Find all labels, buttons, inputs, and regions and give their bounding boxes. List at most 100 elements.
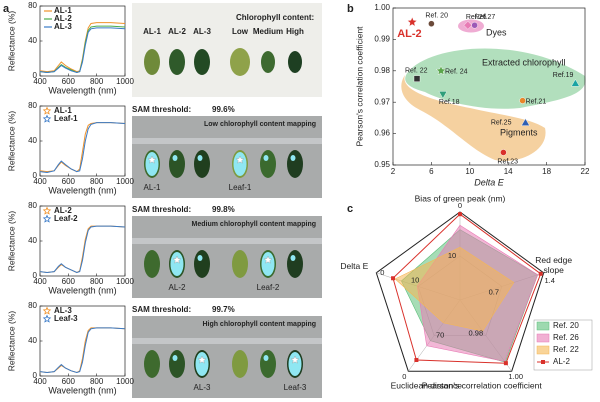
photo-label: Leaf-2 <box>257 283 280 292</box>
photo-label: AL-3 <box>193 27 211 36</box>
star-marker <box>235 155 245 164</box>
series-area <box>394 246 515 332</box>
photo-title: Low chlorophyll content mapping <box>204 121 316 128</box>
y-tick-label: 0.97 <box>374 97 390 106</box>
threshold: SAM threshold: <box>132 205 191 214</box>
x-tick-label: 1000 <box>116 377 134 386</box>
patch <box>290 255 296 261</box>
point <box>521 118 530 126</box>
leaf <box>194 49 210 75</box>
x-axis-label: Delta E <box>474 177 505 187</box>
axis-tick-label: 0 <box>458 201 462 210</box>
series-line <box>39 327 126 374</box>
leaf <box>261 252 275 276</box>
axis-tick-label: 0.98 <box>469 329 484 338</box>
legend-marker <box>42 214 52 223</box>
region-label: Pigments <box>500 127 538 137</box>
series-line <box>39 25 126 74</box>
leaf <box>288 51 302 73</box>
plot-frame <box>392 7 586 166</box>
patch <box>172 155 178 161</box>
photo <box>132 3 322 97</box>
grid-polygon <box>375 211 545 372</box>
series-line <box>39 22 126 73</box>
legend-marker <box>42 314 52 323</box>
leaf <box>261 51 275 73</box>
legend-marker <box>541 360 545 364</box>
x-axis-label: Wavelength (nm) <box>48 185 116 195</box>
leaf <box>195 352 209 376</box>
point-label: Ref. 20 <box>425 13 448 20</box>
x-tick-label: 800 <box>90 277 104 286</box>
plot-frame <box>39 5 126 77</box>
leaf <box>144 350 160 378</box>
axis-tick-label: 10 <box>448 251 456 260</box>
point-label: Ref.27 <box>475 14 496 21</box>
leaf <box>170 252 184 276</box>
patch <box>263 155 269 161</box>
photo-title: High chlorophyll content mapping <box>202 321 316 328</box>
leaf <box>169 49 185 75</box>
x-tick-label: 400 <box>33 77 47 86</box>
plot-frame <box>39 305 126 377</box>
threshold-value: 99.7% <box>212 305 235 314</box>
legend-label: Leaf-2 <box>54 214 78 223</box>
legend-label: AL-1 <box>54 106 72 115</box>
legend-marker <box>42 306 52 315</box>
point <box>428 20 435 27</box>
y-tick-label: 0.98 <box>374 66 390 75</box>
photo-label: Low <box>232 27 249 36</box>
y-axis-label: Reflectance (%) <box>6 311 16 372</box>
x-tick-label: 2 <box>391 167 396 176</box>
axis-tick-label: 1.4 <box>544 276 554 285</box>
x-tick-label: 800 <box>90 377 104 386</box>
star-marker <box>263 255 273 264</box>
legend-marker <box>42 114 52 123</box>
patch <box>197 255 203 261</box>
x-tick-label: 14 <box>504 167 513 176</box>
legend-marker <box>42 106 52 115</box>
legend-label: AL-2 <box>553 357 570 366</box>
point <box>500 149 507 156</box>
x-tick-label: 600 <box>62 377 76 386</box>
legend-label: AL-2 <box>54 206 72 215</box>
photo-label: AL-2 <box>169 283 186 292</box>
photo-title: Chlorophyll content: <box>236 13 314 22</box>
x-tick-label: 6 <box>429 167 434 176</box>
axis-label: Red edge slope <box>535 255 572 275</box>
x-tick-label: 400 <box>33 277 47 286</box>
x-axis-label: Wavelength (nm) <box>48 385 116 395</box>
photo-label: AL-3 <box>194 383 211 392</box>
y-tick-label: 40 <box>28 236 37 245</box>
photo-label: High <box>286 27 304 36</box>
series-line <box>39 225 126 274</box>
region <box>405 48 586 109</box>
leaf <box>260 150 276 178</box>
x-tick-label: 400 <box>33 177 47 186</box>
x-tick-label: 10 <box>465 167 474 176</box>
x-tick-label: 1000 <box>116 177 134 186</box>
x-tick-label: 600 <box>62 277 76 286</box>
y-tick-label: 0 <box>33 271 38 280</box>
axis-tick-label: 70 <box>436 331 444 340</box>
point-label: Ref.23 <box>497 158 518 165</box>
point <box>413 75 421 82</box>
legend-swatch <box>536 321 550 331</box>
y-tick-label: 0 <box>33 71 38 80</box>
point-label: Ref.25 <box>491 119 512 126</box>
point-label: Ref.18 <box>439 99 460 106</box>
threshold: SAM threshold: <box>132 105 191 114</box>
x-tick-label: 600 <box>62 177 76 186</box>
y-tick-label: 40 <box>28 36 37 45</box>
threshold: SAM threshold: <box>132 305 191 314</box>
leaf <box>288 352 302 376</box>
leaf <box>232 350 248 378</box>
point <box>471 22 478 29</box>
photo-label: AL-1 <box>143 27 161 36</box>
x-tick-label: 400 <box>33 377 47 386</box>
point <box>503 361 508 366</box>
x-axis-label: Wavelength (nm) <box>48 285 116 295</box>
point <box>519 97 526 104</box>
star-marker <box>290 355 300 364</box>
